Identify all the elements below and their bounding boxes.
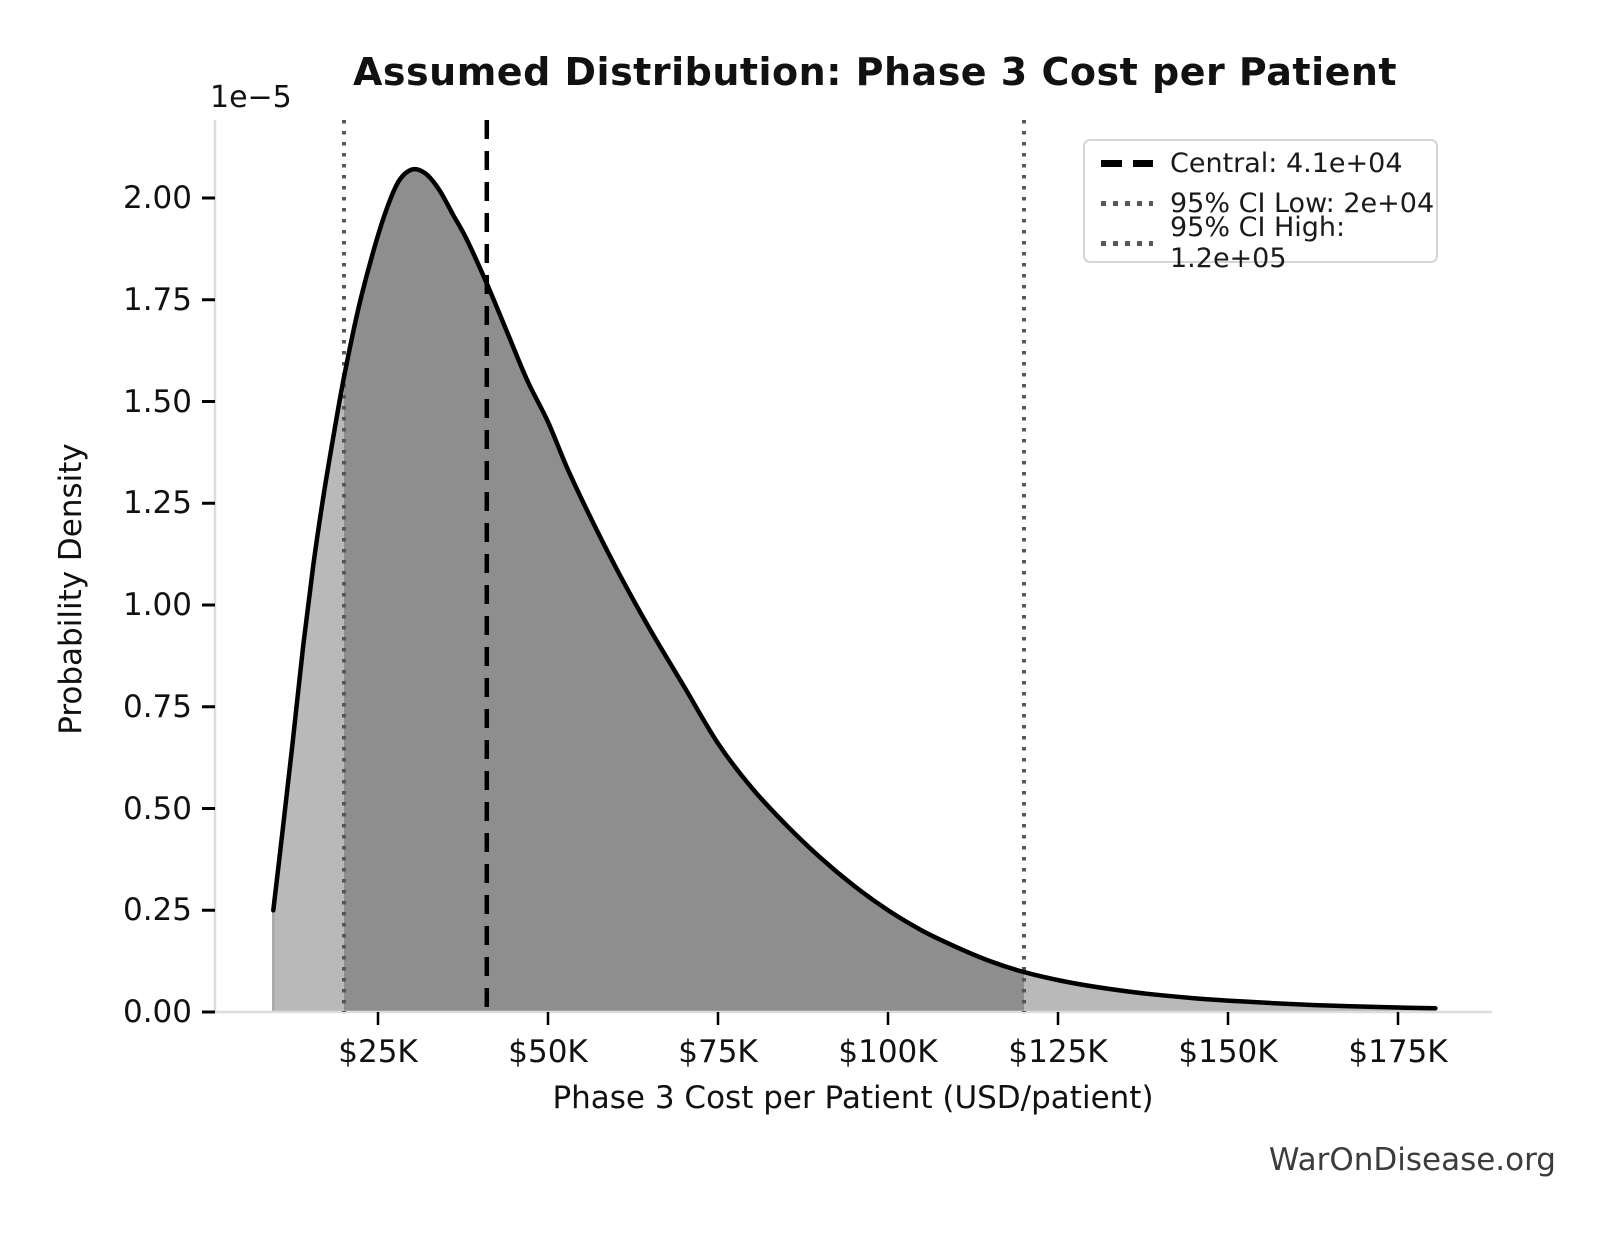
x-tick-label: $100K [838, 1034, 938, 1070]
y-tick-label: 1.25 [122, 485, 192, 522]
y-tick-label: 1.75 [122, 281, 192, 318]
watermark-text: WarOnDisease.org [1268, 1142, 1556, 1178]
x-axis-label: Phase 3 Cost per Patient (USD/patient) [552, 1080, 1154, 1116]
dotted-line-swatch-icon [1101, 240, 1153, 246]
y-tick-label: 0.75 [122, 688, 192, 725]
legend-item-central: Central: 4.1e+04 [1101, 143, 1436, 183]
chart-title: Assumed Distribution: Phase 3 Cost per P… [353, 50, 1398, 94]
y-tick-label: 1.50 [122, 383, 192, 420]
y-axis-offset-label: 1e−5 [210, 80, 292, 115]
x-tick-label: $150K [1178, 1034, 1278, 1070]
legend-label: 95% CI Low: 2e+04 [1170, 187, 1435, 219]
dotted-line-swatch-icon [1101, 200, 1153, 206]
x-tick-label: $125K [1008, 1034, 1108, 1070]
legend-label: Central: 4.1e+04 [1170, 147, 1403, 179]
legend-item-ci-low: 95% CI Low: 2e+04 [1101, 183, 1436, 223]
legend-item-ci-high: 95% CI High: 1.2e+05 [1101, 212, 1436, 274]
ci-region-fill [344, 169, 1024, 1013]
x-tick-label: $175K [1348, 1034, 1448, 1070]
x-tick-label: $25K [338, 1034, 418, 1070]
y-tick-label: 0.50 [122, 790, 192, 827]
legend-box: Central: 4.1e+04 95% CI Low: 2e+04 95% C… [1083, 139, 1438, 274]
y-axis-label: Probability Density [53, 443, 89, 735]
y-tick-label: 0.00 [122, 994, 192, 1030]
density-curve [271, 166, 1438, 1011]
legend-label: 95% CI High: 1.2e+05 [1170, 212, 1346, 274]
y-tick-label: 0.25 [122, 892, 192, 929]
x-tick-label: $75K [678, 1034, 758, 1070]
y-tick-label: 1.00 [122, 587, 192, 623]
x-tick-label: $50K [508, 1034, 588, 1070]
y-tick-label: 2.00 [122, 180, 192, 216]
dashed-line-swatch-icon [1101, 159, 1153, 167]
